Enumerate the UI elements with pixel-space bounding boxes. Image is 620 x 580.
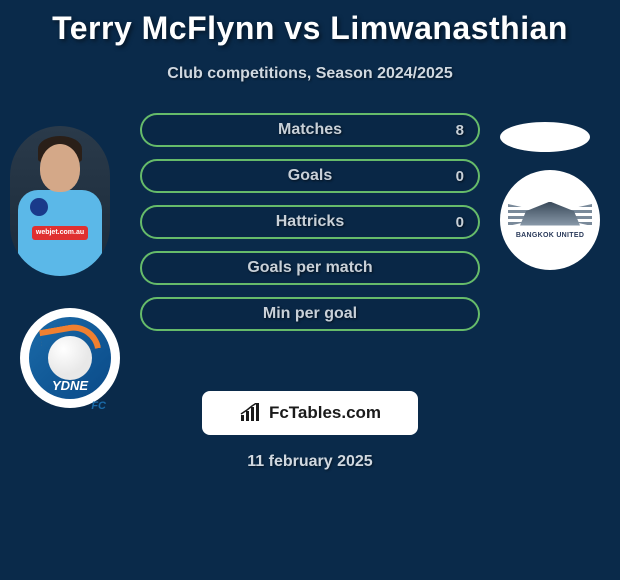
footer-date: 11 february 2025 xyxy=(0,453,620,471)
stat-label: Goals xyxy=(288,167,332,185)
stat-label: Goals per match xyxy=(247,259,372,277)
stat-row-goals-per-match: Goals per match xyxy=(140,251,480,285)
brand-text: FcTables.com xyxy=(269,403,381,423)
stat-label: Min per goal xyxy=(263,305,357,323)
stat-row-matches: Matches 8 xyxy=(140,113,480,147)
club-left-name: YDNE xyxy=(52,378,88,393)
brand-badge[interactable]: FcTables.com xyxy=(202,391,418,435)
stat-value-right: 0 xyxy=(456,214,464,231)
stat-row-min-per-goal: Min per goal xyxy=(140,297,480,331)
club-left-suffix: FC xyxy=(91,400,106,412)
stat-row-goals: Goals 0 xyxy=(140,159,480,193)
stat-row-hattricks: Hattricks 0 xyxy=(140,205,480,239)
page-title: Terry McFlynn vs Limwanasthian xyxy=(0,0,620,47)
page-subtitle: Club competitions, Season 2024/2025 xyxy=(0,65,620,83)
chart-icon xyxy=(239,403,263,423)
stat-label: Matches xyxy=(278,121,342,139)
stats-container: Matches 8 Goals 0 Hattricks 0 Goals per … xyxy=(0,113,620,331)
stat-value-right: 8 xyxy=(456,122,464,139)
stat-value-right: 0 xyxy=(456,168,464,185)
stat-label: Hattricks xyxy=(276,213,344,231)
club-left-logo: YDNE FC xyxy=(20,308,120,408)
